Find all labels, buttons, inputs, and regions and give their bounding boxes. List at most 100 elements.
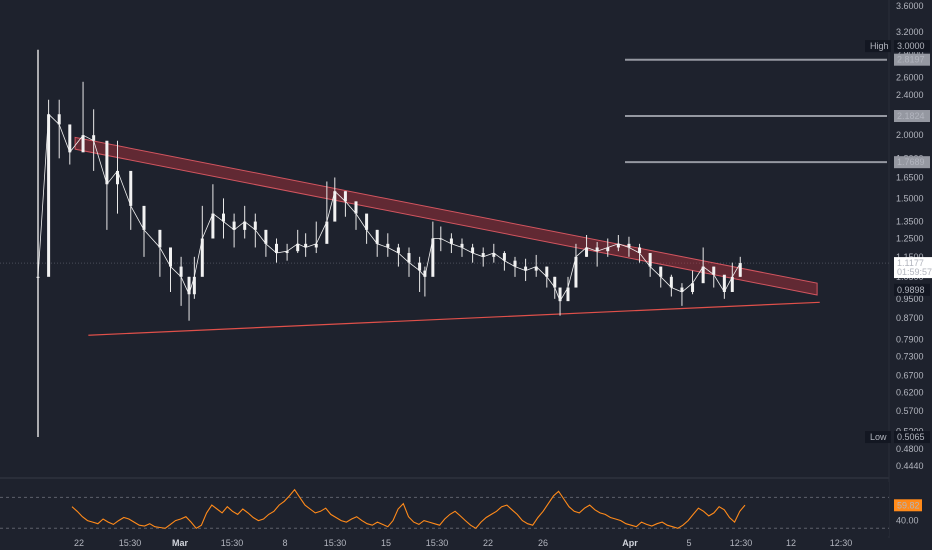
candle-body: [423, 270, 427, 277]
candle-body: [534, 266, 538, 271]
reference-price-tag: 0.9898: [894, 283, 930, 296]
x-tick-label: 12:30: [730, 538, 753, 548]
low-price-tag-prefix: Low: [870, 432, 887, 442]
candle-body: [354, 201, 358, 214]
candle-body: [253, 221, 257, 230]
level-price-tag-value: 1.7689: [897, 157, 925, 167]
candle-body: [222, 213, 225, 222]
time-axis[interactable]: 22 15:30 Mar 15:30 8 15:30 15 15:30 22 26 Apr 5 12:3…: [74, 538, 852, 548]
reference-price-tag-value: 0.9898: [897, 285, 925, 295]
y-tick-label: 2.4000: [896, 90, 924, 100]
low-price-tag-value: 0.5065: [897, 432, 925, 442]
candle-body: [68, 124, 72, 153]
current-price-countdown: 01:59:57: [897, 267, 932, 277]
candle-body: [574, 256, 578, 288]
y-tick-label: 1.3500: [896, 217, 924, 227]
candle-body: [407, 253, 411, 263]
price-series: [37, 113, 741, 303]
candle-body: [558, 287, 562, 302]
candle-body: [158, 229, 162, 248]
x-tick-label: 26: [538, 538, 548, 548]
candle-body: [200, 238, 204, 277]
candle-body: [304, 243, 308, 248]
y-tick-label: 0.4440: [896, 461, 924, 471]
low-price-tag: Low 0.5065: [865, 431, 930, 444]
price-pane[interactable]: [0, 49, 889, 438]
candle-body: [691, 283, 695, 292]
level-price-tag-value: 2.8197: [897, 55, 925, 65]
candle-body: [57, 114, 61, 125]
y-tick-label: 1.1500: [896, 252, 924, 262]
level-price-tag-value: 2.1824: [897, 111, 925, 121]
candle-body: [36, 276, 40, 278]
candle-body: [343, 191, 347, 202]
candle-body: [264, 229, 268, 244]
x-tick-label: Mar: [172, 538, 189, 548]
candle-body: [545, 266, 549, 277]
candle-body: [192, 276, 196, 295]
x-tick-label: 12:30: [830, 538, 853, 548]
candle-body: [333, 191, 337, 222]
y-tick-label: 0.7900: [896, 334, 924, 344]
candle-body: [701, 266, 705, 284]
rsi-pane[interactable]: [0, 482, 889, 536]
candle-body: [169, 247, 172, 267]
level-price-tag-bg: [894, 53, 930, 66]
candle-body: [129, 170, 133, 206]
y-tick-label: 0.4800: [896, 444, 924, 454]
high-price-tag: High 3.0000: [865, 40, 930, 53]
candle-body: [566, 287, 570, 302]
candle-body: [553, 276, 557, 288]
candle-body: [502, 253, 506, 261]
candle-body: [524, 266, 528, 271]
candle-body: [585, 247, 589, 257]
x-tick-label: Apr: [622, 538, 638, 548]
x-tick-label: 15: [381, 538, 391, 548]
candle-body: [449, 238, 453, 244]
candle-body: [314, 243, 318, 248]
x-tick-label: 15:30: [119, 538, 142, 548]
y-tick-label: 3.6000: [896, 1, 924, 11]
candle-body: [595, 247, 599, 252]
x-tick-label: 22: [483, 538, 493, 548]
candle-body: [471, 247, 475, 254]
price-labels: 2.8197 2.1824 1.7689 High 3.0000 Low 0.5065 0.9…: [865, 40, 932, 512]
candle-body: [386, 243, 390, 248]
level-price-tag: 1.7689: [894, 156, 930, 169]
x-tick-label: 5: [686, 538, 691, 548]
high-price-tag-value: 3.0000: [897, 41, 925, 51]
high-price-tag-prefix: High: [870, 41, 889, 51]
candle-body: [275, 243, 278, 254]
candle-body: [187, 276, 191, 295]
candle-body: [460, 243, 464, 248]
candle-body: [285, 251, 289, 254]
level-price-tag-bg: [894, 156, 930, 169]
current-price-value: 1.1177: [897, 258, 924, 268]
y-tick-label: 1.2500: [896, 233, 924, 243]
x-tick-label: 22: [74, 538, 84, 548]
support-trendline[interactable]: [88, 301, 820, 336]
candle-body: [396, 247, 400, 254]
level-price-tag: 2.1824: [894, 110, 930, 123]
candle-body: [712, 266, 716, 275]
current-price-tag-bg: [894, 257, 932, 279]
y-tick-label: 2.6000: [896, 73, 924, 83]
candle-body: [179, 266, 183, 277]
rsi-line: [71, 488, 746, 530]
high-price-tag-bg: [894, 40, 930, 53]
y-tick-label: 0.6700: [896, 371, 924, 381]
candle-body: [730, 276, 734, 292]
rsi-y-tick-label: 40.00: [896, 516, 919, 526]
y-tick-label: 2.0000: [896, 130, 924, 140]
candle-body: [680, 287, 684, 292]
x-tick-label: 15:30: [221, 538, 244, 548]
x-tick-label: 8: [282, 538, 287, 548]
candle-body: [365, 213, 369, 230]
y-tick-label: 0.5700: [896, 406, 924, 416]
candle-body: [325, 221, 329, 244]
y-tick-label: 0.6200: [896, 388, 924, 398]
candle-body: [47, 114, 51, 277]
